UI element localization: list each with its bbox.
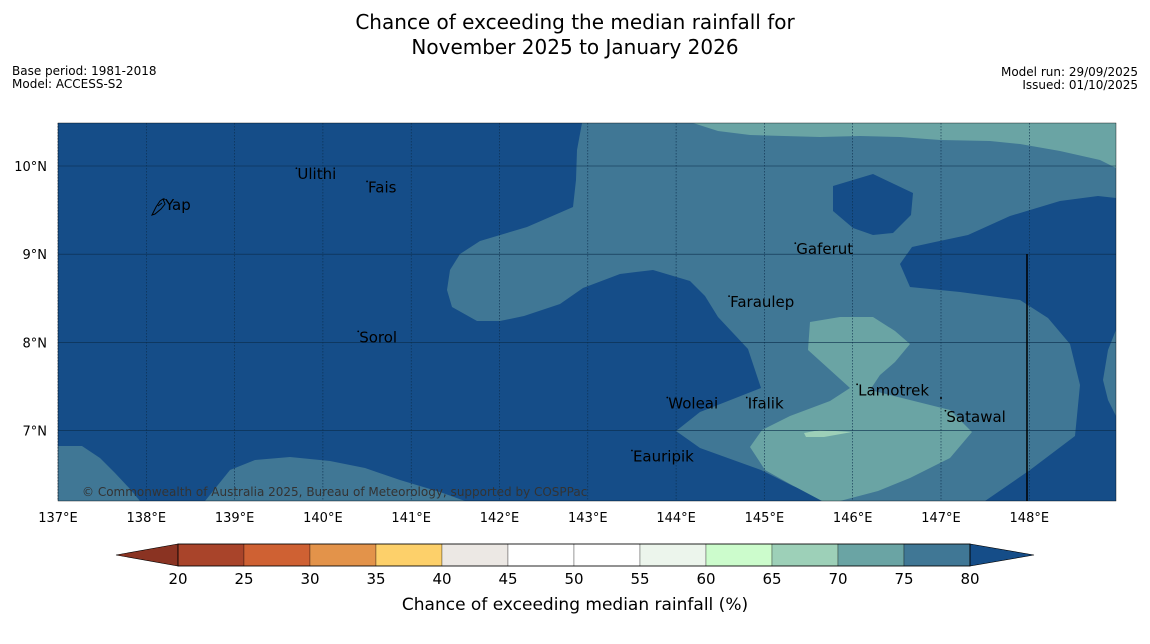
band-75-80-southwest (58, 446, 140, 501)
colorbar-segment (837, 543, 905, 567)
yap-coastline (151, 198, 166, 216)
plot-frame (57, 122, 1117, 502)
place-marker (666, 396, 669, 399)
place-label: Woleai (668, 395, 718, 413)
colorbar-tick-label: 75 (894, 570, 913, 588)
lon-tick-label: 148°E (1010, 511, 1050, 526)
lon-tick-label: 143°E (568, 511, 608, 526)
lon-tick-label: 139°E (215, 511, 255, 526)
place-marker (944, 409, 947, 412)
colorbar-tick-label: 25 (234, 570, 253, 588)
copyright-text: © Commonwealth of Australia 2025, Bureau… (82, 485, 587, 499)
lon-tick-label: 141°E (391, 511, 431, 526)
band-75-80-east (1103, 330, 1116, 416)
place-label: Sorol (359, 328, 397, 346)
lat-tick-label: 9°N (23, 248, 48, 263)
place-label: Gaferut (796, 240, 853, 258)
band-75-80-north (447, 123, 1116, 501)
colorbar-segment (903, 543, 971, 567)
colorbar-tick-label: 50 (564, 570, 583, 588)
colorbar-segment (771, 543, 839, 567)
lon-tick-label: 144°E (656, 511, 696, 526)
issued-text: Issued: 01/10/2025 (1022, 78, 1138, 92)
band-70-75-central (750, 317, 972, 501)
place-marker (357, 330, 360, 333)
title-line-1: Chance of exceeding the median rainfall … (355, 10, 795, 34)
colorbar-segment (573, 543, 641, 567)
place-label: Faraulep (730, 293, 794, 311)
colorbar-tick-label: 35 (366, 570, 385, 588)
place-label: Ifalik (748, 395, 784, 413)
meta-left: Base period: 1981-2018 Model: ACCESS-S2 (12, 65, 157, 91)
place-marker (163, 198, 165, 201)
place-marker (366, 180, 368, 183)
colorbar-tick-label: 45 (498, 570, 517, 588)
colorbar-tick-label: 30 (300, 570, 319, 588)
place-marker (856, 383, 859, 386)
lon-tick-label: 147°E (921, 511, 961, 526)
place-marker (794, 242, 797, 245)
meta-right: Model run: 29/09/2025 Issued: 01/10/2025 (1001, 66, 1138, 92)
map-title: Chance of exceeding the median rainfall … (0, 10, 1150, 60)
place-marker (745, 396, 748, 399)
latitude-tick-labels: 10°N 9°N 8°N 7°N (14, 160, 47, 440)
colorbar-segment (441, 543, 509, 567)
colorbar-segment (639, 543, 707, 567)
lon-tick-label: 138°E (127, 511, 167, 526)
islet-dot (940, 397, 942, 399)
colorbar-tick-label: 20 (168, 570, 187, 588)
colorbar (115, 543, 1035, 567)
colorbar-frame (177, 543, 971, 567)
place-label: Ulithi (297, 165, 336, 183)
colorbar-tick-label: 55 (630, 570, 649, 588)
colorbar-over-arrow (969, 543, 1035, 567)
colorbar-segment (309, 543, 377, 567)
lat-tick-label: 7°N (23, 425, 48, 440)
band-70-75-northeast (693, 123, 1116, 168)
base-period-text: Base period: 1981-2018 (12, 64, 157, 78)
place-label: Satawal (946, 408, 1005, 426)
colorbar-tick-labels: 20 25 30 35 40 45 50 55 60 65 70 75 80 (168, 570, 979, 588)
map-plot-area (58, 123, 1116, 501)
place-marker (295, 167, 298, 170)
colorbar-segment (177, 543, 245, 567)
place-marker (631, 449, 633, 452)
band-65-70-spot (804, 430, 852, 437)
colorbar-segment (507, 543, 575, 567)
colorbar-segment (375, 543, 443, 567)
colorbar-under-arrow (115, 543, 179, 567)
place-label: Eauripik (633, 447, 694, 465)
lon-tick-label: 142°E (480, 511, 520, 526)
colorbar-tick-label: 40 (432, 570, 451, 588)
model-text: Model: ACCESS-S2 (12, 77, 124, 91)
longitude-tick-labels: 137°E 138°E 139°E 140°E 141°E 142°E 143°E 144°E… (38, 511, 1049, 526)
colorbar-segment (705, 543, 773, 567)
place-marker (728, 295, 730, 298)
lon-tick-label: 140°E (303, 511, 343, 526)
colorbar-tick-label: 70 (828, 570, 847, 588)
colorbar-tick-label: 60 (696, 570, 715, 588)
colorbar-tick-label: 65 (762, 570, 781, 588)
model-run-text: Model run: 29/09/2025 (1000, 65, 1138, 79)
colorbar-tick-label: 80 (960, 570, 979, 588)
lon-tick-label: 145°E (745, 511, 785, 526)
lon-tick-label: 146°E (833, 511, 873, 526)
colorbar-segment (243, 543, 311, 567)
lat-tick-label: 8°N (23, 336, 48, 351)
place-labels: Yap Ulithi Fais Sorol Gaferut Faraulep Woleai I… (163, 165, 1006, 465)
place-label: Yap (164, 196, 191, 214)
colorbar-label: Chance of exceeding median rainfall (%) (402, 595, 748, 615)
lat-tick-label: 10°N (14, 160, 47, 175)
lon-tick-label: 137°E (38, 511, 78, 526)
place-label: Lamotrek (858, 381, 929, 399)
place-label: Fais (368, 178, 397, 196)
title-line-2: November 2025 to January 2026 (411, 35, 739, 59)
band-75-80-south (205, 457, 465, 501)
